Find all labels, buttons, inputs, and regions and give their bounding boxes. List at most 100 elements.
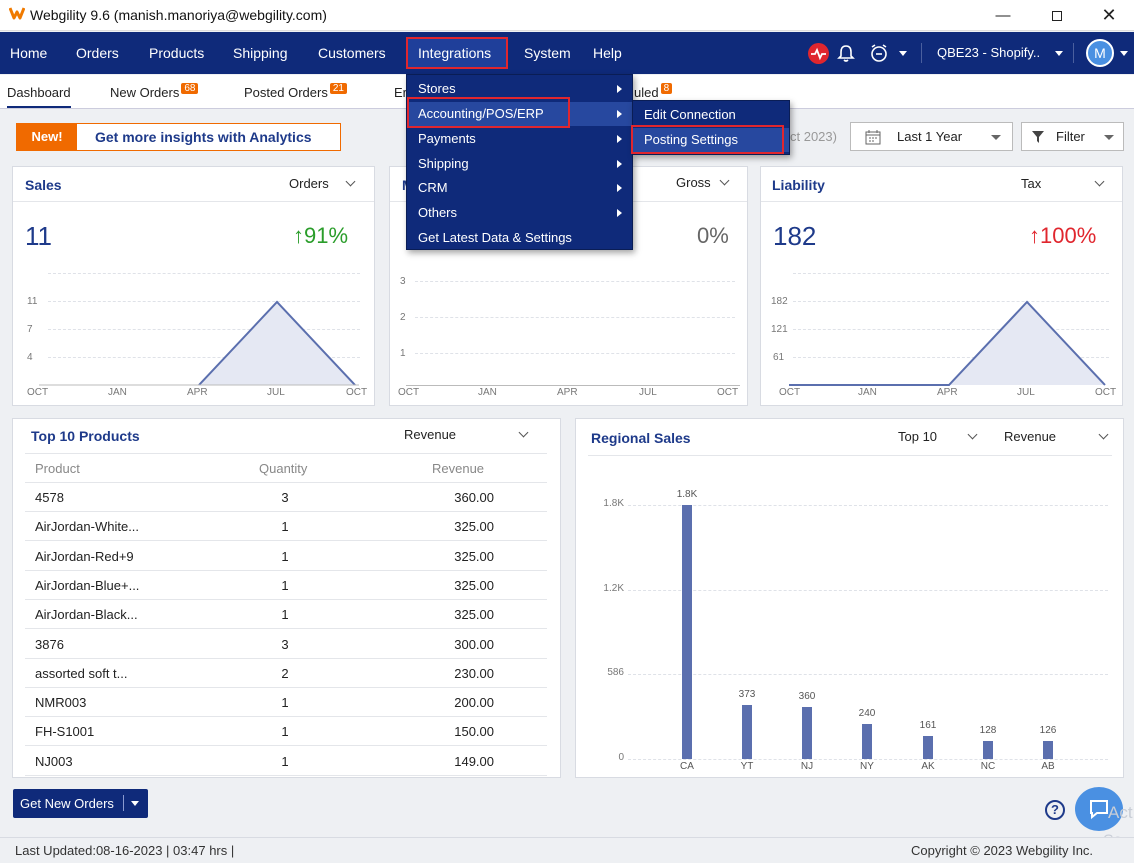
nav-divider — [921, 43, 922, 63]
chevron-down-icon — [1094, 176, 1105, 187]
bar-ab[interactable] — [1043, 740, 1053, 759]
nav-shipping[interactable]: Shipping — [233, 45, 288, 61]
promo-text: Get more insights with Analytics — [95, 129, 312, 145]
close-button[interactable]: ✕ — [1101, 5, 1117, 25]
submenu-arrow-icon — [617, 184, 622, 192]
menu-item-accounting-pos-erp[interactable]: Accounting/POS/ERP — [407, 102, 632, 126]
y-tick: 61 — [773, 352, 785, 363]
avatar[interactable]: M — [1086, 39, 1114, 67]
calendar-icon — [865, 130, 881, 145]
x-tick: APR — [557, 387, 578, 398]
activity-icon[interactable] — [808, 43, 829, 64]
nav-customers[interactable]: Customers — [318, 45, 386, 61]
bar-value-label: 373 — [738, 689, 756, 701]
menu-item-posting-settings[interactable]: Posting Settings — [633, 128, 789, 152]
x-tick: OCT — [717, 387, 739, 398]
product-revenue: 230.00 — [454, 665, 494, 681]
alarm-clock-icon[interactable] — [869, 43, 889, 63]
date-range-select[interactable]: Last 1 Year — [850, 122, 1013, 151]
tab-errors[interactable]: Er — [394, 85, 407, 100]
bar-ca[interactable] — [682, 505, 692, 759]
tab-scheduled[interactable]: uled 8 — [634, 83, 673, 100]
nav-system[interactable]: System — [524, 45, 571, 61]
nav-orders[interactable]: Orders — [76, 45, 119, 61]
tab-label: New Orders — [110, 85, 180, 100]
select-value: Orders — [289, 176, 329, 191]
product-quantity: 1 — [281, 577, 289, 593]
table-row: FH-S1001 1 150.00 — [25, 717, 547, 747]
submenu-arrow-icon — [617, 209, 622, 217]
bar-nc[interactable] — [983, 740, 993, 759]
caret-down-icon[interactable] — [131, 801, 139, 806]
bar-yt[interactable] — [742, 705, 752, 759]
y-tick: 4 — [27, 352, 33, 363]
store-selector[interactable]: QBE23 - Shopify.. — [937, 45, 1041, 60]
menu-item-others[interactable]: Others — [407, 201, 632, 225]
minimize-button[interactable]: — — [995, 7, 1011, 24]
sales-value: 11 — [25, 221, 52, 251]
bar-nj[interactable] — [802, 707, 812, 759]
filter-button[interactable]: Filter — [1021, 122, 1124, 151]
store-caret-icon[interactable] — [1055, 51, 1063, 56]
nav-home[interactable]: Home — [10, 45, 48, 61]
product-name: assorted soft t... — [35, 665, 128, 681]
select-value: Revenue — [1004, 429, 1057, 444]
filter-icon — [1032, 131, 1044, 143]
tab-posted-orders[interactable]: Posted Orders 21 — [244, 83, 347, 100]
y-tick: 2 — [400, 312, 406, 323]
table-row: NMR003 1 200.00 — [25, 688, 547, 718]
maximize-button[interactable] — [1034, 0, 1080, 31]
products-sort-select[interactable]: Revenue — [404, 427, 529, 442]
chevron-down-icon — [518, 427, 529, 438]
help-icon[interactable]: ? — [1045, 800, 1065, 820]
product-name: AirJordan-White... — [35, 519, 140, 535]
regional-metric-select[interactable]: Revenue — [1004, 429, 1109, 444]
bar-ny[interactable] — [862, 724, 872, 759]
nav-integrations[interactable]: Integrations — [406, 37, 508, 69]
product-quantity: 3 — [281, 636, 289, 652]
top-products-card: Top 10 Products Revenue Product Quantity… — [12, 418, 561, 778]
product-quantity: 1 — [281, 753, 289, 769]
regional-top-select[interactable]: Top 10 — [898, 429, 978, 444]
nav-help[interactable]: Help — [593, 45, 622, 61]
alarm-caret-icon[interactable] — [899, 51, 907, 56]
tab-new-orders[interactable]: New Orders 68 — [110, 83, 199, 100]
menu-item-edit-connection[interactable]: Edit Connection — [644, 107, 736, 122]
y-tick: 182 — [771, 296, 788, 307]
menu-item-shipping[interactable]: Shipping — [407, 152, 632, 176]
bell-icon[interactable] — [837, 44, 855, 63]
liability-type-select[interactable]: Tax — [1021, 176, 1105, 191]
menu-item-get-latest-data-settings[interactable]: Get Latest Data & Settings — [418, 230, 572, 245]
menu-item-crm[interactable]: CRM — [407, 176, 632, 200]
menu-item-stores[interactable]: Stores — [407, 77, 632, 101]
count-badge: 68 — [181, 83, 199, 94]
y-tick: 121 — [771, 324, 788, 335]
product-revenue: 149.00 — [454, 753, 494, 769]
chevron-down-icon — [345, 176, 356, 187]
divider — [25, 453, 547, 454]
gridline — [628, 674, 1108, 676]
tab-dashboard[interactable]: Dashboard — [7, 85, 71, 108]
x-tick: OCT — [346, 387, 368, 398]
menu-item-payments[interactable]: Payments — [407, 127, 632, 151]
bar-ak[interactable] — [923, 735, 933, 759]
table-row: AirJordan-Red+9 1 325.00 — [25, 542, 547, 571]
margin-type-select[interactable]: Gross — [676, 175, 730, 190]
get-new-orders-button[interactable]: Get New Orders — [13, 789, 148, 818]
integrations-menu: Stores Accounting/POS/ERP Payments Shipping… — [406, 74, 633, 250]
chat-icon[interactable] — [1075, 787, 1123, 831]
nav-products[interactable]: Products — [149, 45, 205, 61]
card-title: Liability — [772, 177, 825, 193]
product-revenue: 150.00 — [454, 724, 494, 740]
x-tick: OCT — [27, 387, 49, 398]
product-quantity: 1 — [281, 607, 289, 623]
x-tick: JAN — [108, 387, 127, 398]
product-name: AirJordan-Red+9 — [35, 548, 134, 564]
avatar-caret-icon[interactable] — [1120, 51, 1128, 56]
product-revenue: 200.00 — [454, 695, 494, 711]
analytics-promo[interactable]: New! Get more insights with Analytics — [16, 123, 341, 151]
table-row: 4578 3 360.00 — [25, 483, 547, 512]
regional-bar-chart: 0 586 1.2K 1.8K 1.8K CA 373 YT 360 NJ 240 NY 161 AK 12… — [576, 419, 1125, 779]
sales-metric-select[interactable]: Orders — [289, 176, 356, 191]
tab-label: uled — [634, 85, 659, 100]
